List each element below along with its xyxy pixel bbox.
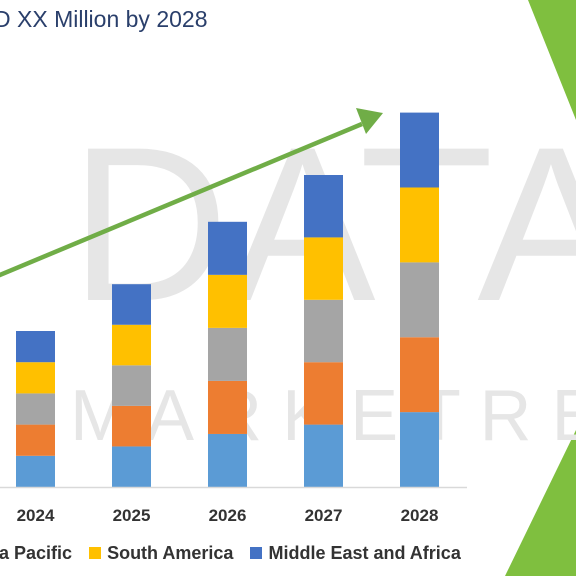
bar-segment-2028-s3 (400, 187, 439, 263)
bar-segment-2028-s1 (400, 337, 439, 413)
bar-segment-2025-s2 (112, 365, 151, 406)
bars-group (16, 112, 439, 487)
bar-segment-2024-s1 (16, 424, 55, 456)
bar-segment-2027-s3 (304, 237, 343, 300)
bar-segment-2027-s4 (304, 175, 343, 238)
x-tick-label: 2025 (113, 506, 151, 525)
chart-title: D XX Million by 2028 (0, 6, 208, 32)
bar-segment-2028-s4 (400, 112, 439, 188)
legend-label: Middle East and Africa (268, 543, 461, 563)
bar-segment-2026-s4 (208, 221, 247, 275)
legend: ia Pacific South America Middle East and… (0, 543, 473, 564)
corner-decoration (528, 0, 576, 120)
bar-segment-2024-s0 (16, 455, 55, 487)
bar-segment-2026-s2 (208, 327, 247, 381)
bar-segment-2027-s1 (304, 362, 343, 425)
legend-swatch (250, 547, 263, 559)
legend-item-asia-pacific: ia Pacific (0, 543, 72, 564)
bar-segment-2027-s0 (304, 424, 343, 487)
legend-label: South America (107, 543, 234, 563)
corner-decoration-bottom (505, 430, 576, 576)
bar-segment-2024-s2 (16, 393, 55, 425)
bar-segment-2028-s2 (400, 262, 439, 338)
x-tick-label: 2028 (401, 506, 439, 525)
bar-segment-2025-s0 (112, 446, 151, 487)
bar-segment-2028-s0 (400, 412, 439, 487)
legend-item-middle-east-africa: Middle East and Africa (250, 543, 461, 564)
bar-segment-2026-s1 (208, 380, 247, 434)
bar-segment-2024-s4 (16, 331, 55, 363)
bar-segment-2025-s4 (112, 284, 151, 325)
x-tick-label: 2024 (17, 506, 55, 525)
trend-arrow (0, 108, 383, 278)
bar-segment-2027-s2 (304, 299, 343, 363)
bar-segment-2024-s3 (16, 362, 55, 394)
bar-segment-2025-s1 (112, 405, 151, 447)
x-tick-label: 2026 (209, 506, 247, 525)
legend-item-south-america: South America (89, 543, 233, 564)
x-tick-labels: 2024 2025 2026 2027 2028 (17, 506, 439, 525)
bar-segment-2025-s3 (112, 324, 151, 366)
trend-arrow-head (356, 108, 383, 134)
trend-arrow-line (0, 121, 363, 278)
bar-segment-2026-s0 (208, 433, 247, 487)
legend-label: ia Pacific (0, 543, 73, 563)
bar-segment-2026-s3 (208, 274, 247, 328)
legend-swatch (89, 547, 102, 559)
x-tick-label: 2027 (305, 506, 343, 525)
